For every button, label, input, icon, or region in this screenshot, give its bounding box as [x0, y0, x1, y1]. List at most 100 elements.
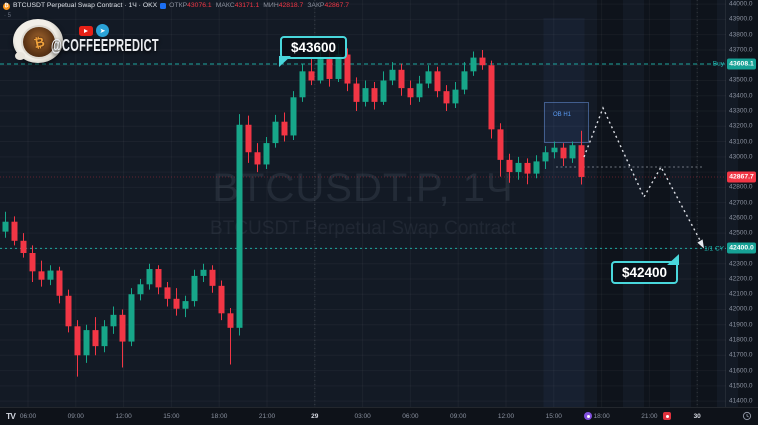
symbol-title[interactable]: BTCUSDT Perpetual Swap Contract · 1Ч · O…: [13, 2, 158, 9]
candle-body: [407, 88, 414, 98]
candle-body: [362, 88, 369, 102]
candle-body: [290, 97, 297, 136]
play-glyph: [84, 29, 88, 33]
candle-body: [488, 65, 495, 130]
candle-body: [272, 121, 279, 144]
ohlc-group: МИН42818.7: [263, 2, 303, 10]
callout-tail: [667, 254, 680, 265]
event-dot: [586, 414, 590, 418]
price-tick-label: 42800.0: [729, 183, 753, 191]
candle-body: [128, 294, 135, 342]
date-tick-label: 29: [311, 413, 319, 420]
time-tick-label: 21:00: [641, 413, 658, 420]
candle-body: [56, 270, 63, 296]
event-dot: [665, 414, 669, 418]
calendar-event-icon[interactable]: [663, 412, 671, 420]
price-axis[interactable]: 44000.0 43900.0 43800.0 43700.0 43500.0 43400…: [725, 0, 758, 408]
candle-body: [470, 57, 477, 72]
legend-sub-row[interactable]: · 5: [4, 13, 12, 19]
ohlc-label: МИН: [263, 2, 279, 9]
tradingview-logo[interactable]: TV: [6, 411, 16, 421]
callout-lower-text: $42400: [622, 265, 668, 280]
price-callout-lower[interactable]: $42400: [611, 254, 680, 284]
candle-body: [443, 91, 450, 104]
time-tick-label: 09:00: [450, 413, 467, 420]
candle-body: [20, 240, 27, 254]
candle-body: [452, 89, 459, 104]
bitcoin-symbol-icon: ₿: [3, 2, 10, 10]
time-tick-label: 06:00: [402, 413, 419, 420]
calendar-event-icon[interactable]: [584, 412, 592, 420]
candle-body: [569, 145, 576, 159]
date-tick-label: 30: [693, 413, 701, 420]
ohlc-group: ЗАКР42867.7: [307, 2, 349, 10]
price-tick-label: 41700.0: [729, 351, 753, 359]
candle-body: [146, 269, 153, 285]
candle-body: [200, 269, 207, 276]
price-tick-label: 41600.0: [729, 367, 753, 375]
level-drawing-label[interactable]: 1/1 CY: [704, 245, 724, 253]
plane-glyph: ➤: [99, 27, 106, 35]
candle-body: [479, 57, 486, 66]
price-tick-label: 43100.0: [729, 138, 753, 146]
time-tick-label: 06:00: [19, 413, 37, 420]
price-tick-label: 41800.0: [729, 336, 753, 344]
telegram-icon: ➤: [96, 24, 109, 37]
price-tick-label: 41900.0: [729, 321, 753, 329]
coffee-bitcoin-art: ₿: [21, 25, 57, 59]
coffee-cup-logo: ₿: [13, 19, 63, 63]
candle-body: [218, 285, 225, 314]
candle-body: [164, 287, 171, 299]
ohlc-value: 42867.7: [324, 2, 350, 9]
candle-body: [38, 271, 45, 280]
candle-body: [47, 270, 54, 280]
session-band: [644, 0, 670, 408]
candle-body: [182, 301, 189, 309]
candle-body: [317, 59, 324, 81]
buy-order-label[interactable]: Buy: [712, 60, 724, 68]
candle-body: [335, 54, 342, 79]
order-block-label: OB H1: [553, 112, 572, 118]
session-band: [597, 0, 623, 408]
time-tick-label: 09:00: [67, 413, 84, 420]
ohlc-label: ОТКР: [169, 2, 188, 9]
candle-body: [299, 71, 306, 98]
channel-branding: ₿ ➤ @COFFEEPREDICT: [12, 17, 159, 65]
ohlc-value: 42818.7: [278, 2, 304, 9]
session-band: [738, 0, 758, 408]
clock-icon[interactable]: [742, 411, 752, 421]
level-price-tag: 42400.0: [727, 242, 756, 254]
candle-body: [254, 152, 261, 165]
price-tick-label: 43300.0: [729, 107, 753, 115]
highlight-column: [543, 18, 585, 408]
candle-body: [578, 145, 585, 177]
cup-handle: [15, 52, 25, 60]
candle-body: [101, 326, 108, 347]
price-tick-label: 43700.0: [729, 46, 753, 54]
callout-upper-text: $43600: [291, 40, 337, 55]
ohlc-value: 43076.1: [187, 2, 212, 9]
price-tick-label: 42600.0: [729, 214, 753, 222]
candle-body: [344, 54, 351, 84]
price-tick-label: 43200.0: [729, 122, 753, 130]
time-axis[interactable]: TV 06:00 09:00 12:00 15:00 18:00 21:00 29 03:00…: [0, 407, 758, 425]
symbol-legend[interactable]: ₿ BTCUSDT Perpetual Swap Contract · 1Ч ·…: [3, 2, 349, 19]
time-tick-label: 18:00: [211, 413, 228, 420]
candle-body: [551, 147, 558, 153]
candle-body: [236, 124, 243, 328]
candle-body: [110, 314, 117, 327]
candle-body: [227, 313, 234, 328]
callout-tail: [279, 56, 291, 67]
candle-body: [119, 314, 126, 342]
price-tick-label: 43900.0: [729, 15, 753, 23]
price-callout-upper[interactable]: $43600: [279, 36, 348, 67]
candle-body: [524, 162, 531, 174]
candle-body: [506, 159, 513, 173]
candle-body: [425, 71, 432, 84]
exchange-source-icon: [160, 3, 167, 9]
candle-body: [371, 88, 378, 102]
candle-body: [380, 80, 387, 102]
price-tick-label: 42300.0: [729, 260, 753, 268]
